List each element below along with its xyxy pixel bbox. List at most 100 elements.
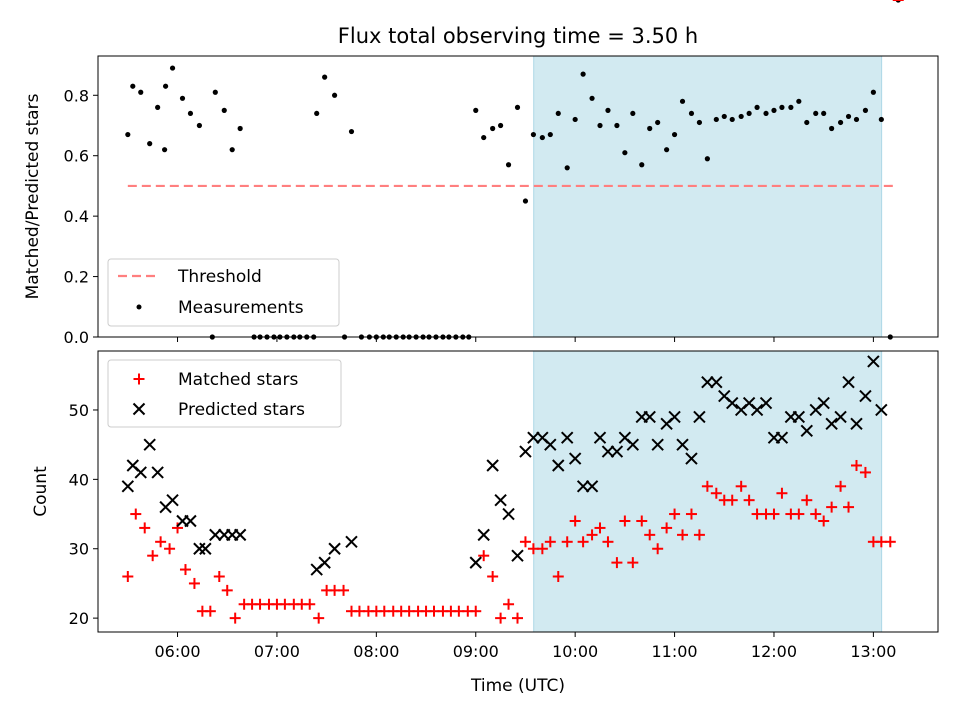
measurement-point: [862, 107, 869, 113]
measurement-point: [169, 65, 176, 71]
predicted-star-point: [544, 438, 557, 451]
legend-matched-marker: [133, 373, 145, 385]
predicted-star-point: [519, 445, 532, 458]
y-tick-label: 20: [69, 609, 89, 628]
matched-star-point: [818, 515, 830, 527]
legend-predicted-label: Predicted stars: [178, 400, 305, 420]
matched-star-point: [503, 598, 515, 610]
measurement-point: [597, 122, 603, 129]
measurement-point: [514, 104, 521, 110]
measurement-point: [813, 110, 819, 117]
x-tick-label: 09:00: [453, 642, 499, 661]
shaded-span-rect: [533, 55, 883, 338]
predicted-star-point: [151, 466, 164, 479]
measurement-point: [713, 116, 719, 123]
predicted-star-point: [193, 542, 206, 555]
measurement-point: [229, 147, 235, 153]
measurement-point: [721, 113, 727, 120]
y-tick-label: 30: [69, 540, 89, 559]
predicted-star-point: [651, 438, 664, 451]
measurement-point: [688, 110, 695, 117]
measurement-point: [498, 122, 504, 129]
predicted-star-point: [199, 542, 212, 555]
matched-star-point: [636, 515, 648, 527]
predicted-star-point: [726, 396, 739, 410]
matched-star-point: [835, 480, 847, 492]
matched-star-point: [594, 522, 606, 534]
measurement-point: [655, 119, 661, 126]
measurement-point: [322, 74, 328, 80]
matched-star-point: [619, 515, 631, 527]
predicted-star-point: [560, 431, 574, 444]
legend-predicted-marker: [132, 402, 146, 416]
measurement-point: [771, 107, 777, 113]
matched-star-point: [810, 508, 822, 520]
predicted-star-point: [134, 466, 147, 479]
matched-star-point: [544, 536, 556, 548]
bottom-legend: Matched stars Predicted stars: [107, 359, 342, 428]
matched-star-point: [577, 536, 589, 548]
predicted-star-point: [209, 528, 222, 542]
bottom-axes-frame: [97, 350, 939, 633]
measurement-point: [630, 110, 636, 117]
measurement-point: [639, 162, 645, 168]
legend-matched-label: Matched stars: [178, 370, 298, 390]
matched-star-point: [552, 570, 564, 582]
matched-star-point: [859, 466, 871, 478]
measurement-point: [679, 98, 686, 104]
matched-star-point: [179, 564, 191, 576]
predicted-star-point: [842, 376, 855, 389]
measurement-point: [804, 119, 810, 126]
top-legend: Threshold Measurements: [107, 258, 340, 327]
measurement-point: [796, 98, 802, 104]
predicted-star-point: [859, 389, 872, 403]
legend-measurements-label: Measurements: [178, 298, 304, 318]
matched-star-point: [495, 612, 507, 624]
top-shaded-span: [533, 55, 883, 338]
measurement-point: [473, 107, 479, 113]
measurement-point: [490, 125, 496, 132]
predicted-star-point: [834, 410, 847, 424]
top-panel: 0.00.20.40.60.8 Matched/Predicted stars …: [23, 0, 939, 347]
predicted-star-point: [875, 403, 888, 417]
matched-stars-points: [122, 0, 904, 624]
matched-star-point: [884, 536, 896, 548]
matched-star-point: [569, 515, 581, 527]
matched-star-point: [726, 494, 738, 506]
predicted-star-point: [676, 438, 689, 451]
bottom-y-ticks: 20 30 40 50: [69, 401, 98, 628]
measurement-point: [704, 156, 710, 162]
predicted-star-point: [593, 431, 607, 444]
y-tick-label: 0.0: [64, 328, 89, 347]
matched-star-point: [644, 529, 656, 541]
measurement-point: [821, 110, 827, 117]
measurement-point: [522, 198, 529, 204]
predicted-star-point: [328, 542, 341, 555]
measurement-point: [147, 141, 153, 147]
measurement-point: [614, 122, 620, 129]
bottom-panel: 06:00 07:00 08:00 09:00 10:00 11:00 12:00 13:00…: [31, 0, 939, 696]
matched-star-point: [188, 577, 200, 589]
measurement-point: [605, 107, 611, 113]
predicted-star-point: [701, 376, 714, 389]
measurement-point: [138, 89, 144, 95]
matched-star-point: [130, 508, 142, 520]
predicted-star-point: [585, 480, 599, 493]
matched-star-point: [147, 550, 159, 562]
matched-star-point: [229, 612, 241, 624]
legend-measurements-swatch: [136, 304, 142, 310]
bottom-y-label: Count: [31, 466, 51, 517]
matched-star-point: [586, 529, 598, 541]
measurement-point: [547, 131, 553, 138]
bottom-x-ticks: 06:00 07:00 08:00 09:00 10:00 11:00 12:00 13:00: [154, 632, 896, 661]
measurement-point: [729, 116, 735, 123]
predicted-star-point: [469, 556, 482, 569]
matched-star-point: [843, 501, 855, 513]
legend-predicted-swatch: [132, 402, 146, 416]
predicted-star-point: [486, 459, 499, 472]
matched-star-point: [204, 605, 216, 617]
predicted-star-point: [800, 424, 813, 437]
predicted-star-point: [184, 514, 197, 528]
matched-star-point: [313, 612, 325, 624]
measurement-point: [187, 110, 194, 117]
